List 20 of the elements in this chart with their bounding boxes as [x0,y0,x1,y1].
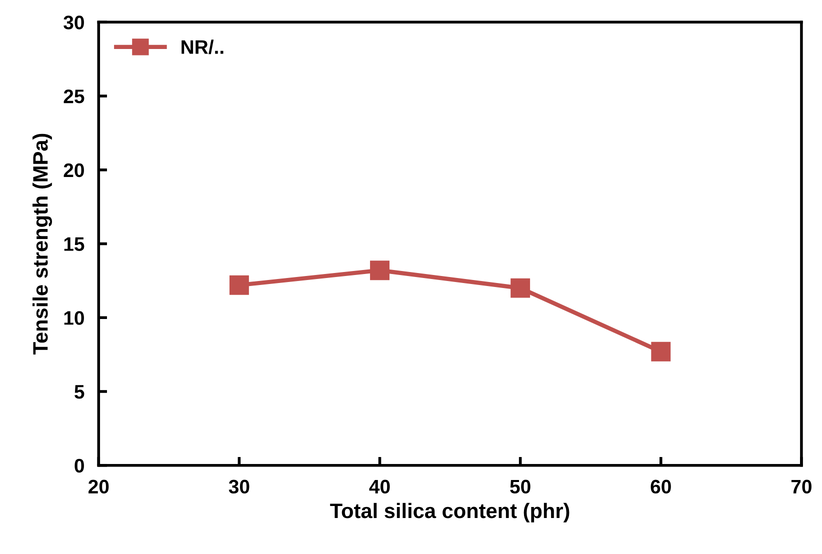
x-tick-label: 60 [650,480,671,494]
y-tick-label: 25 [64,89,84,104]
point [370,260,390,280]
x-tick-label: 40 [369,480,390,494]
point [510,278,530,298]
y-tick-label: 15 [64,237,84,251]
y-tick-label: 30 [64,16,84,30]
x-tick-label: 50 [510,480,530,494]
x-tick-label: 30 [228,480,250,494]
y-axis-title: Tensile strength (MPa) [32,134,52,354]
x-tick-label: 70 [791,480,812,494]
point [651,342,671,362]
x-axis-title: Total silica content (phr) [330,502,570,522]
x-tick-label: 20 [88,480,109,494]
point [229,275,249,295]
y-tick-label: 5 [74,385,84,399]
y-tick-label: 10 [64,311,84,325]
legend-label: NR/.. [182,40,224,54]
y-tick-label: 20 [64,163,84,178]
y-tick-label: 0 [74,458,84,473]
